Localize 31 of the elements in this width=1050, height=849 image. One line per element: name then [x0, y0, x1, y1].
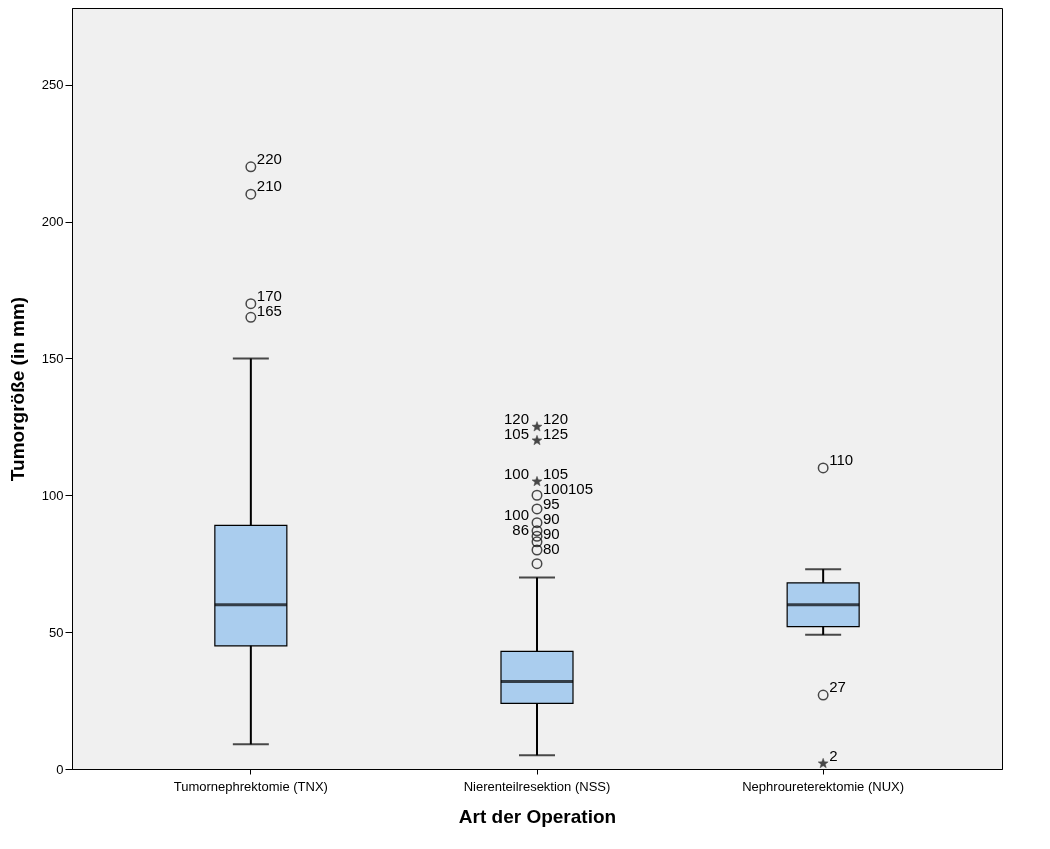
annotation: 95 [543, 494, 560, 512]
y-tick-label: 0 [56, 761, 64, 777]
y-axis-title: Tumorgröße (in mm) [6, 296, 28, 482]
annotation: 100 [503, 464, 529, 482]
annotation: 210 [256, 177, 282, 195]
annotation: 105 [503, 424, 529, 442]
x-tick-label: Tumornephrektomie (TNX) [173, 778, 328, 794]
annotation: 90 [543, 524, 560, 542]
annotation: 220 [256, 149, 282, 167]
annotation: 100 [503, 505, 529, 523]
annotation: 120 [503, 409, 529, 427]
annotation: 170 [256, 286, 282, 304]
annotation: 105 [543, 464, 569, 482]
annotation: 120 [543, 409, 569, 427]
annotation: 80 [543, 539, 560, 557]
x-tick-label: Nephroureterektomie (NUX) [742, 778, 905, 794]
y-tick-label: 100 [41, 487, 64, 503]
annotation: 90 [543, 509, 560, 527]
x-tick-label: Nierenteilresektion (NSS) [463, 778, 611, 794]
x-axis-title: Art der Operation [458, 805, 617, 827]
y-tick-label: 150 [41, 350, 64, 366]
y-tick-label: 200 [41, 214, 64, 230]
annotation: 27 [829, 678, 846, 696]
y-tick-label: 250 [41, 77, 64, 93]
annotation: 110 [829, 450, 854, 468]
y-tick-label: 50 [49, 624, 64, 640]
annotation: 125 [543, 424, 569, 442]
annotation: 165 [256, 301, 282, 319]
annotation: 2 [829, 746, 838, 764]
annotation: 100105 [543, 479, 594, 497]
annotation: 86 [512, 520, 529, 538]
